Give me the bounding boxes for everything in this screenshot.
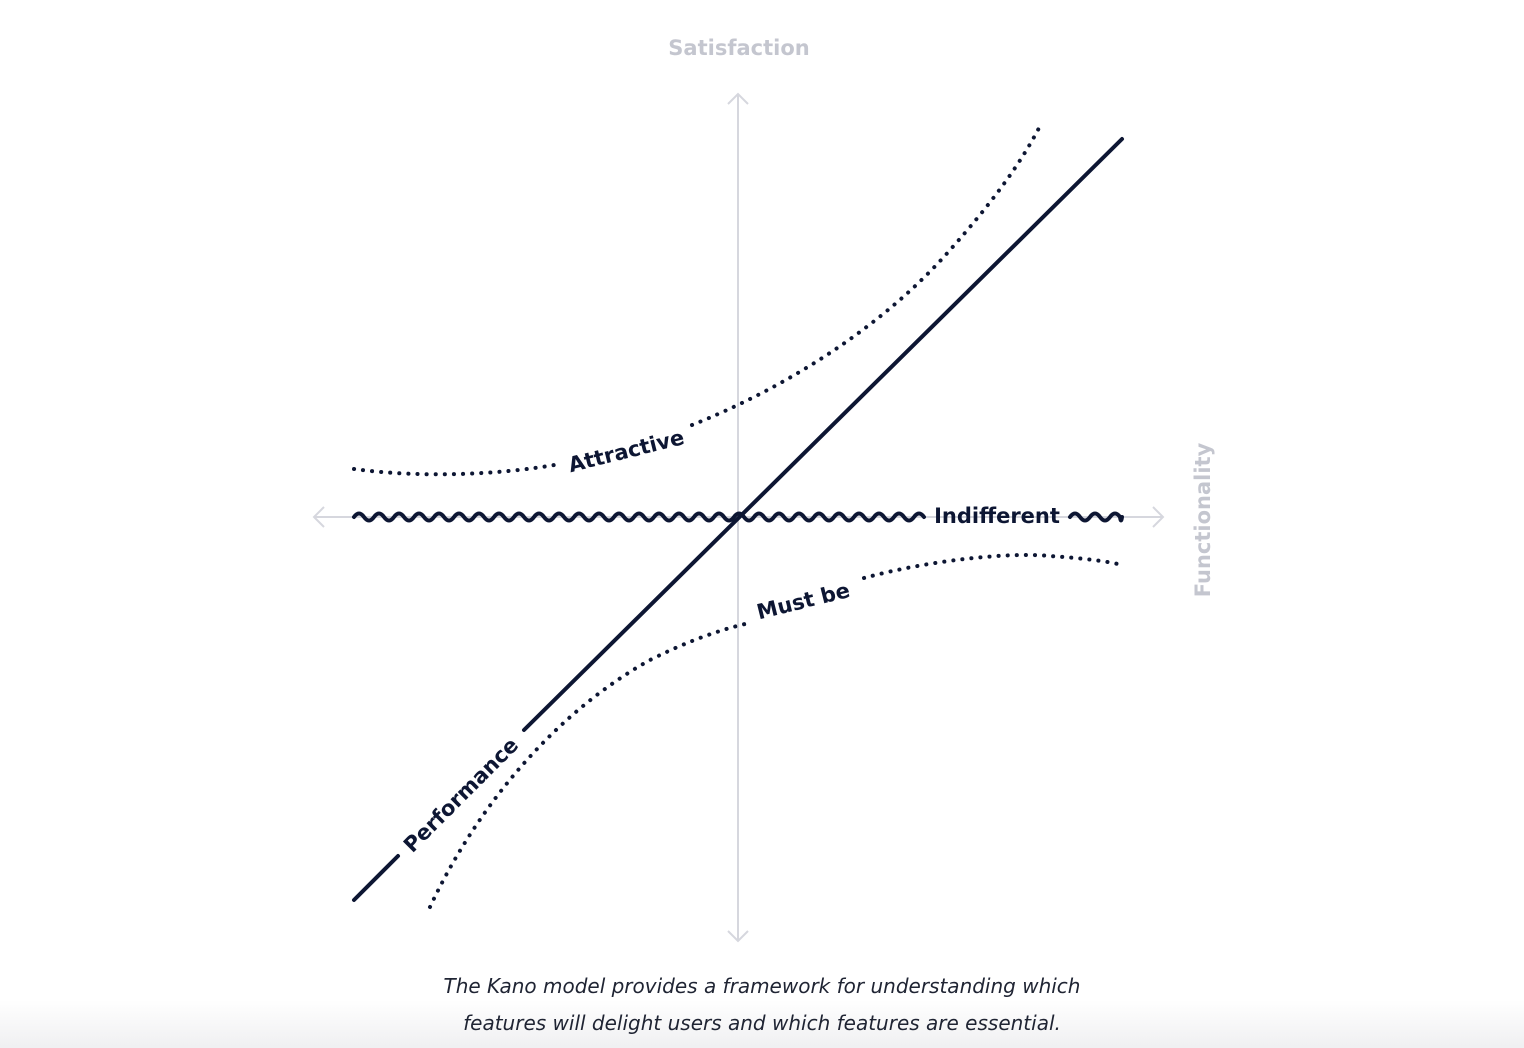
indifferent-label: Indifferent xyxy=(934,504,1060,528)
must-be-curve: Must be xyxy=(428,553,1120,909)
performance-label: Performance xyxy=(399,733,523,857)
must-be-dotted-upper xyxy=(862,553,1120,580)
caption: The Kano model provides a framework for … xyxy=(362,968,1162,1042)
performance-line-lower xyxy=(352,854,400,902)
x-axis-right-arrow-icon xyxy=(1152,506,1165,528)
indifferent-wave-right xyxy=(1068,511,1124,523)
y-axis-up-arrow-icon xyxy=(727,92,749,105)
x-axis-label: Functionality xyxy=(1191,442,1215,597)
performance-line-upper xyxy=(522,137,1124,732)
must-be-dotted-lower xyxy=(428,622,747,909)
x-axis-left-arrow-icon xyxy=(312,506,325,528)
attractive-curve: Attractive xyxy=(352,124,1042,477)
attractive-dotted-upper xyxy=(690,124,1042,427)
caption-line-1: The Kano model provides a framework for … xyxy=(443,974,1081,998)
y-axis-label: Satisfaction xyxy=(668,36,809,60)
indifferent-wave-left xyxy=(352,511,926,523)
attractive-label: Attractive xyxy=(566,425,687,477)
must-be-label: Must be xyxy=(754,578,852,624)
y-axis-down-arrow-icon xyxy=(727,930,749,943)
indifferent-curve: Indifferent xyxy=(352,504,1124,528)
bottom-fade xyxy=(0,1000,1524,1048)
attractive-dotted-lower xyxy=(352,462,562,477)
caption-line-2: features will delight users and which fe… xyxy=(463,1011,1061,1035)
